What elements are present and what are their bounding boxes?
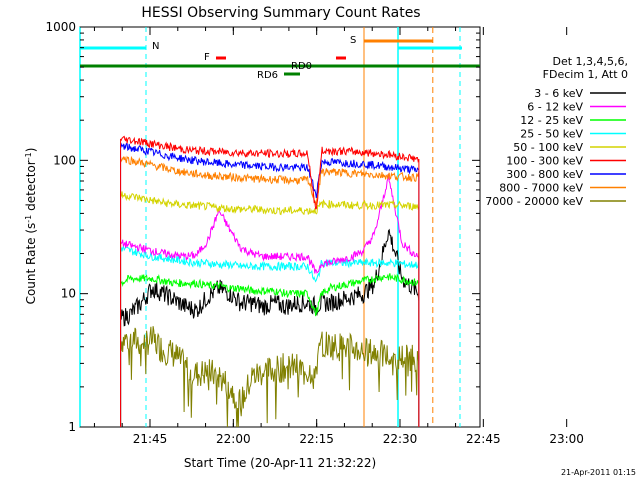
legend-label-8: 7000 - 20000 keV	[485, 195, 583, 208]
y-tick-label-1: 10	[61, 287, 76, 301]
series-7-line	[120, 142, 420, 198]
legend-label-2: 12 - 25 keV	[520, 114, 583, 127]
series-8	[120, 135, 420, 427]
series-8-line	[120, 135, 420, 210]
observing-flags	[79, 27, 480, 427]
flag-label-s: S	[350, 35, 356, 46]
series-1-line	[120, 228, 420, 327]
x-tick-label-2: 22:15	[299, 432, 334, 446]
x-tick-label-5: 23:00	[549, 432, 584, 446]
x-tick-label-0: 21:45	[133, 432, 168, 446]
x-tick-label-4: 22:45	[466, 432, 501, 446]
legend-label-0: 3 - 6 keV	[534, 87, 583, 100]
legend-label-1: 6 - 12 keV	[527, 101, 583, 114]
flag-label-f: F	[204, 52, 210, 63]
flag-label-n: N	[152, 41, 159, 52]
legend-label-4: 50 - 100 keV	[513, 141, 583, 154]
x-tick-label-1: 22:00	[216, 432, 251, 446]
flag-label-rd0: RD0	[291, 61, 312, 72]
axis-layer: 21:45 22:00 22:15 22:30 22:45 23:00 1 10 100 1000	[45, 20, 584, 446]
y-axis-label: Count Rate (s-1 detector-1)	[24, 148, 38, 305]
footer-timestamp: 21-Apr-2011 01:15	[561, 468, 636, 477]
legend: Det 1,3,4,5,6, FDecim 1, Att 0 3 - 6 keV…	[485, 55, 628, 208]
series-1	[120, 228, 420, 427]
series-4-line	[120, 173, 420, 274]
series-3	[120, 244, 420, 427]
legend-title-line1: Det 1,3,4,5,6,	[552, 55, 628, 68]
flag-label-rd6: RD6	[257, 70, 278, 81]
series-4	[120, 173, 420, 427]
y-tick-label-3: 1000	[45, 20, 76, 34]
series-layer	[120, 135, 420, 428]
series-3-line	[120, 244, 420, 283]
series-0-line	[120, 326, 420, 428]
legend-label-5: 100 - 300 keV	[506, 155, 583, 168]
series-5-line	[120, 191, 420, 216]
series-0	[120, 326, 420, 428]
chart-title: HESSI Observing Summary Count Rates	[141, 5, 420, 21]
y-tick-label-0: 1	[68, 420, 76, 434]
legend-label-3: 25 - 50 keV	[520, 128, 583, 141]
series-6-line	[120, 155, 420, 206]
plot-frame	[79, 26, 481, 428]
legend-title-line2: FDecim 1, Att 0	[543, 68, 628, 81]
legend-label-7: 800 - 7000 keV	[499, 182, 583, 195]
x-axis-label: Start Time (20-Apr-11 21:32:22)	[184, 456, 376, 470]
x-tick-label-3: 22:30	[383, 432, 418, 446]
legend-label-6: 300 - 800 keV	[506, 168, 583, 181]
series-2-line	[120, 273, 420, 317]
y-tick-label-2: 100	[53, 153, 76, 167]
